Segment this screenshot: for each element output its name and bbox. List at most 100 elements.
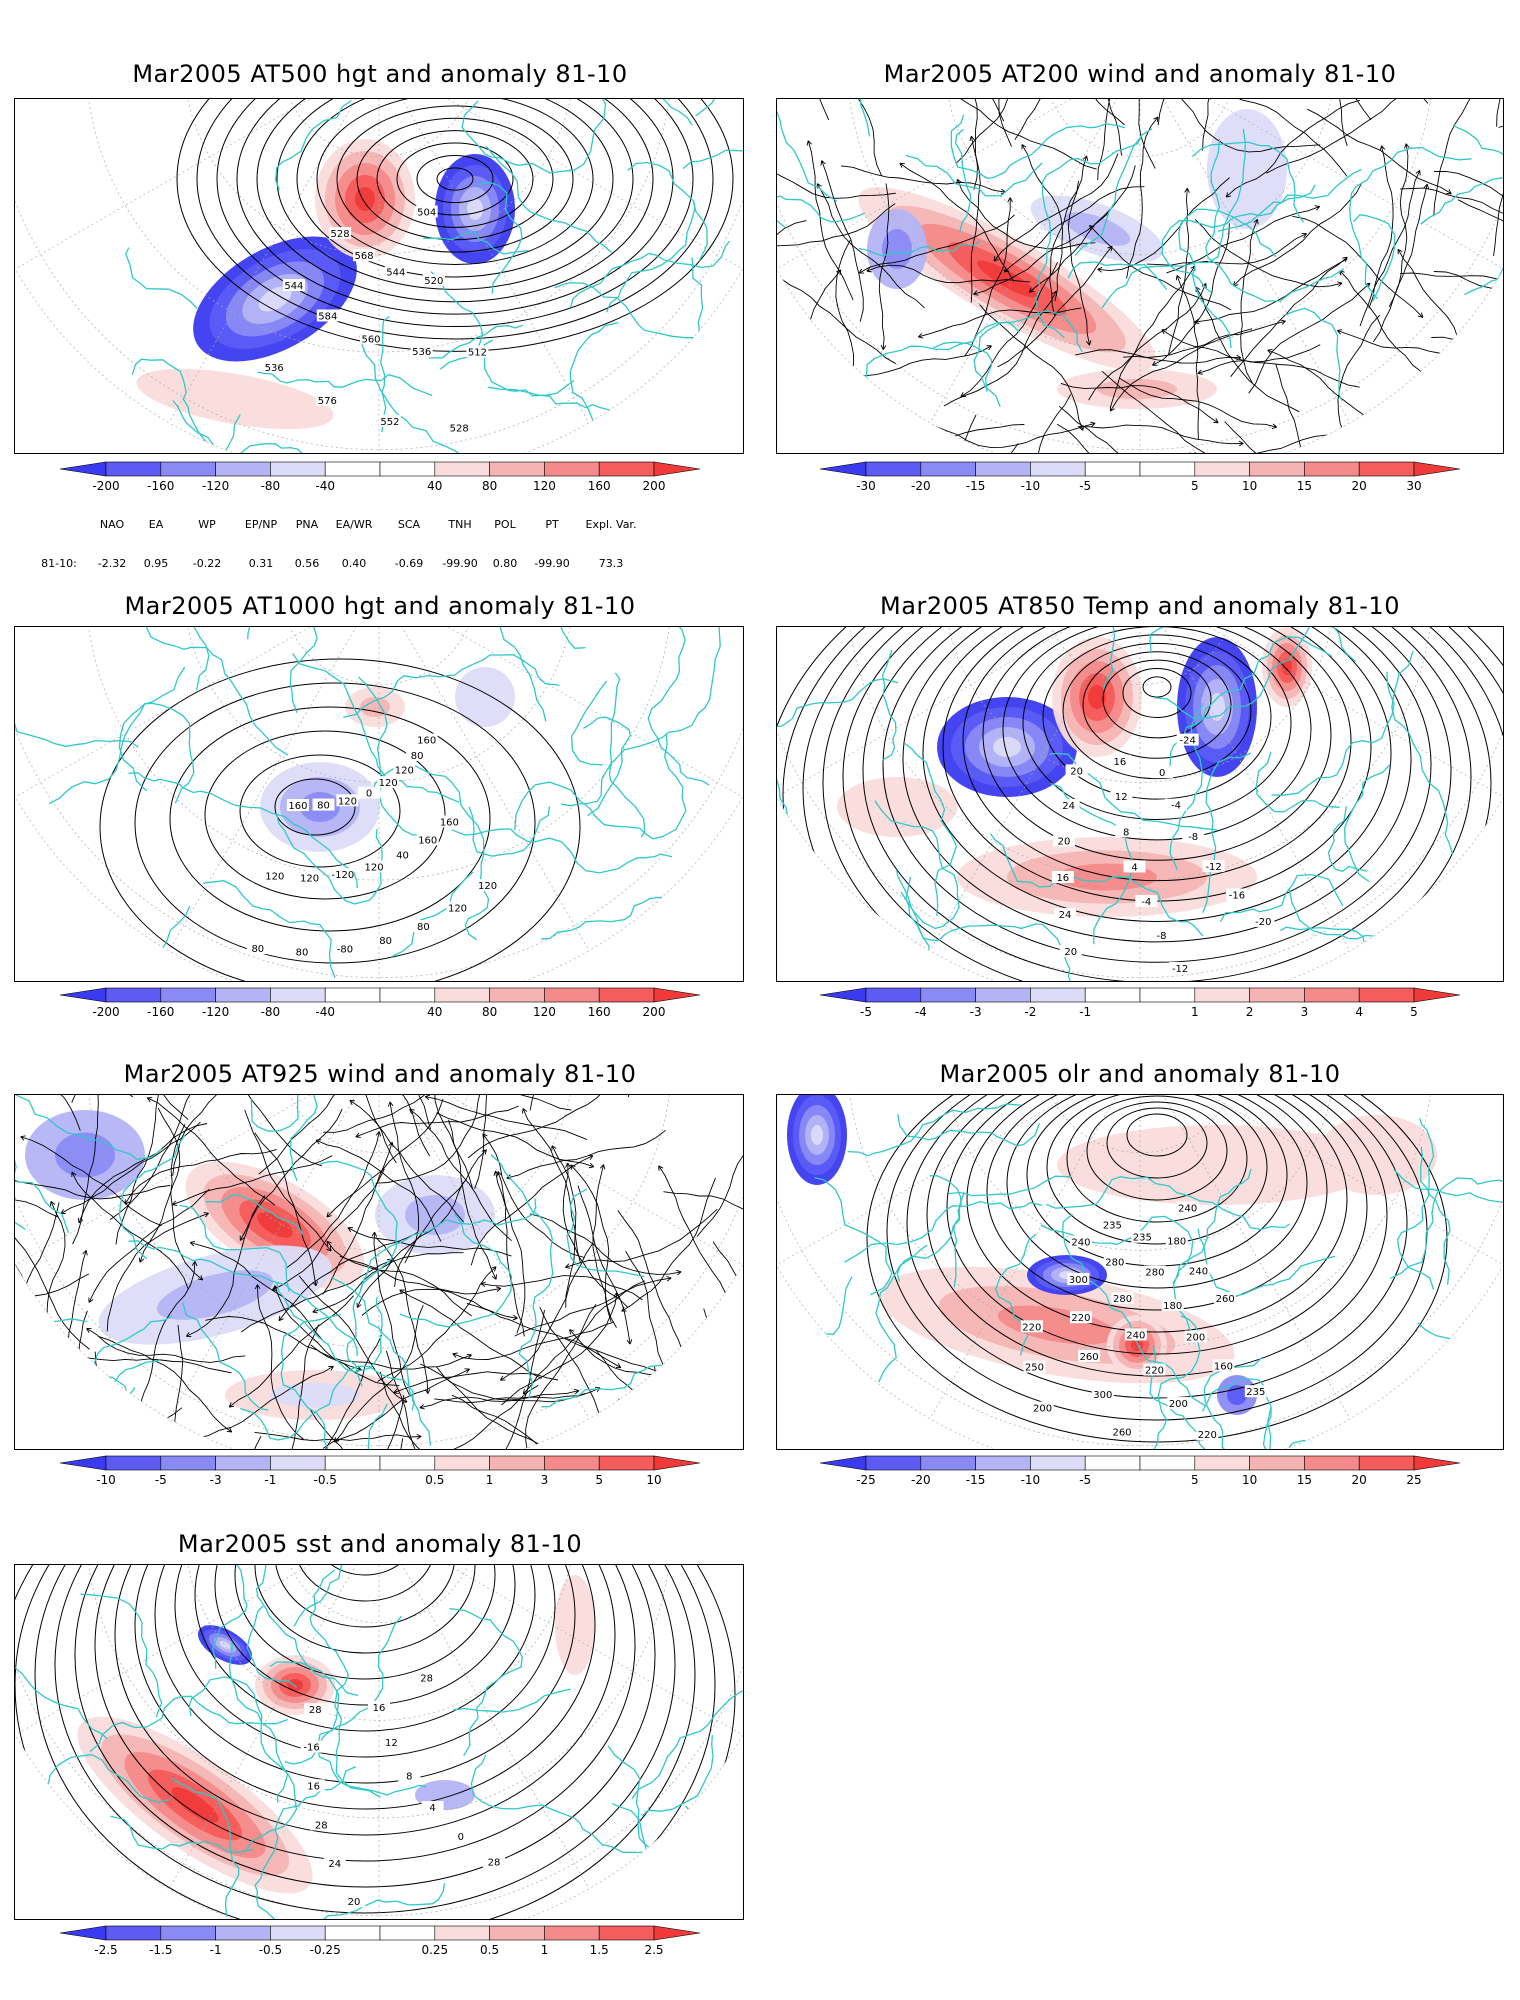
contour-line [15,1565,716,1919]
streamline-arrow [278,1315,284,1322]
streamline [15,1312,71,1373]
contour-line [946,1095,1368,1355]
contour-label: 4 [1131,862,1137,873]
streamline [322,1142,393,1295]
streamline [339,1255,501,1295]
contour-label: -80 [337,945,353,956]
streamline [15,1217,90,1350]
colorbar-max-arrow [653,461,701,477]
streamline [618,1398,743,1421]
coastline [777,180,786,228]
coastline [289,627,425,713]
contour-label: 12 [1115,792,1128,803]
streamline [399,1289,542,1379]
colorbar-box [1084,1455,1141,1471]
colorbar-tick-label: -15 [966,1473,986,1487]
streamline-arrow [419,1404,425,1410]
streamline-arrow [1194,318,1200,325]
coastline [110,1815,254,1853]
contour-label-bg [1069,1311,1092,1324]
panel-title: Mar2005 AT850 Temp and anomaly 81-10 [880,592,1400,620]
streamline [1275,363,1334,453]
streamline-arrow [239,1235,245,1241]
polar-map: 240 260 235 240 160 180 200 220 180 200 280 220 235 2… [777,1095,1503,1449]
coastline [904,742,958,916]
contour-label: 0 [366,789,372,800]
coastline [566,1188,645,1278]
streamline [1194,219,1343,288]
coastline [1344,764,1391,883]
panel-title: Mar2005 sst and anomaly 81-10 [177,1530,583,1558]
contour-line [902,627,1412,943]
coastline [1390,1129,1503,1279]
coastline [1153,627,1374,719]
coastline [15,1095,163,1161]
streamline [72,1095,99,1245]
streamline [991,99,1013,147]
coastline [1396,1118,1435,1290]
streamline [495,1170,526,1334]
streamline [1096,99,1122,156]
streamline [570,1164,612,1323]
streamline [793,269,842,427]
streamline [147,1097,276,1206]
streamline [1493,99,1503,257]
colorbar-tick-label: 80 [482,479,497,493]
coastline [15,1655,108,1740]
contour-label-bg [1054,907,1077,920]
colorbar-tick-label: 40 [427,479,442,493]
streamline-arrow [409,1108,415,1115]
coastline [1353,214,1396,302]
contour-label-bg [1108,754,1131,767]
coastline [430,271,484,370]
contour-line [194,1565,536,1732]
contour-label-bg [1244,1385,1267,1398]
contour-label-bg [1051,871,1074,884]
coastline [777,99,838,202]
streamline [500,1243,593,1381]
colorbar-max-arrow [1413,461,1461,477]
streamline-arrow [1314,205,1321,211]
longitude-line [929,99,1141,423]
contour-label-bg [1103,1255,1126,1268]
colorbar-tick-label: 4 [1355,1005,1363,1019]
streamline [436,1112,594,1168]
streamline [1089,225,1232,311]
streamline [1496,99,1503,127]
contour-label: 4 [429,1803,435,1814]
streamline [1433,271,1503,321]
positive-anomaly [977,260,1037,298]
streamline [1475,410,1503,439]
colorbar-box [544,1925,600,1941]
contour-label-bg [1111,1292,1134,1305]
contour-line [256,99,654,303]
tele-header: EA/WR [335,518,373,531]
longitude-line [168,1565,380,1889]
colorbar-box [1358,461,1415,477]
streamline-arrow [146,1097,153,1103]
streamline [837,382,861,453]
streamline [1194,258,1348,323]
coastline [541,1364,664,1408]
contour-line [174,1565,556,1758]
colorbar-box [920,1455,976,1471]
negative-anomaly [258,286,292,312]
map-frame [14,1094,744,1450]
contour-label-bg [1143,1265,1166,1278]
colorbar-box [1084,987,1141,1003]
coastline [118,666,186,792]
streamline [15,1273,90,1348]
coastline [212,1565,250,1669]
positive-anomaly [257,1212,293,1238]
streamline-arrow [197,1275,204,1281]
streamline [956,99,1030,164]
streamline-arrow [1337,281,1343,287]
colorbar-box [1084,461,1141,477]
streamline-arrow [615,1363,622,1369]
streamline [334,1305,424,1443]
negative-anomaly [467,198,483,220]
coastline [128,772,358,889]
contour-label: 200 [1033,1404,1052,1415]
contour-label: 568 [354,251,373,262]
streamline [139,1107,181,1263]
